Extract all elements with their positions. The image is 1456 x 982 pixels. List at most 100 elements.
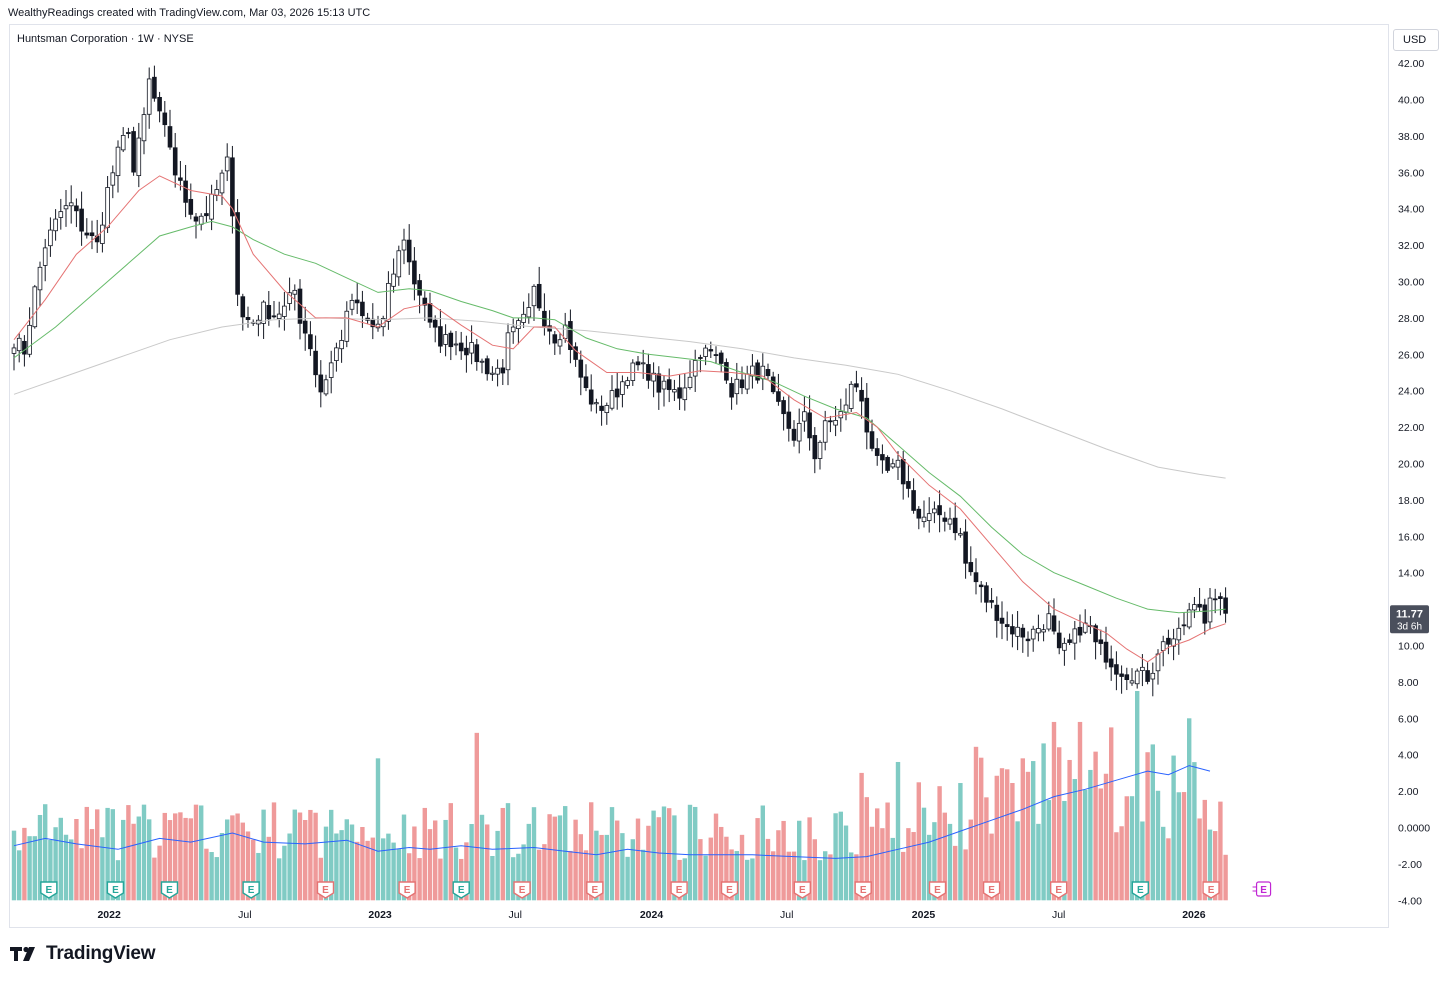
candle-body[interactable] bbox=[146, 78, 152, 115]
candle-body[interactable] bbox=[1207, 597, 1213, 623]
candle-body[interactable] bbox=[1077, 626, 1083, 636]
candle-body[interactable] bbox=[505, 332, 511, 371]
candle-body[interactable] bbox=[765, 369, 771, 377]
candle-body[interactable] bbox=[141, 114, 147, 142]
candle-body[interactable] bbox=[22, 340, 27, 355]
candle-body[interactable] bbox=[89, 232, 95, 237]
candle-body[interactable] bbox=[594, 402, 599, 405]
candle-body[interactable] bbox=[1145, 670, 1150, 682]
candle-body[interactable] bbox=[791, 428, 797, 441]
candle-body[interactable] bbox=[1202, 604, 1208, 624]
candle-body[interactable] bbox=[396, 250, 402, 278]
candle-body[interactable] bbox=[822, 420, 828, 443]
candle-body[interactable] bbox=[573, 346, 578, 360]
candle-body[interactable] bbox=[578, 359, 584, 378]
candle-body[interactable] bbox=[734, 378, 740, 395]
candle-body[interactable] bbox=[864, 397, 870, 433]
candle-body[interactable] bbox=[817, 441, 823, 459]
candle-body[interactable] bbox=[136, 137, 142, 177]
candle-body[interactable] bbox=[105, 187, 110, 228]
candle-body[interactable] bbox=[401, 239, 407, 251]
candle-body[interactable] bbox=[1197, 603, 1202, 608]
candle-body[interactable] bbox=[952, 517, 958, 534]
candle-body[interactable] bbox=[115, 146, 121, 177]
candle-body[interactable] bbox=[1166, 637, 1171, 645]
candle-body[interactable] bbox=[661, 380, 667, 390]
candle-body[interactable] bbox=[620, 381, 625, 395]
candle-body[interactable] bbox=[1098, 639, 1104, 644]
candle-body[interactable] bbox=[167, 126, 173, 148]
candle-body[interactable] bbox=[1036, 628, 1041, 634]
candle-body[interactable] bbox=[308, 334, 313, 350]
candle-body[interactable] bbox=[469, 342, 474, 354]
candle-body[interactable] bbox=[131, 131, 136, 173]
candle-body[interactable] bbox=[245, 317, 251, 320]
earnings-marker[interactable] bbox=[1202, 881, 1220, 899]
candle-body[interactable] bbox=[302, 320, 308, 334]
candle-body[interactable] bbox=[235, 212, 240, 295]
candle-body[interactable] bbox=[464, 347, 469, 356]
candle-body[interactable] bbox=[963, 531, 968, 564]
candle-body[interactable] bbox=[58, 211, 64, 218]
candle-body[interactable] bbox=[209, 193, 214, 220]
candle-body[interactable] bbox=[984, 585, 989, 603]
earnings-marker[interactable] bbox=[513, 881, 531, 899]
candle-body[interactable] bbox=[906, 481, 911, 489]
candle-body[interactable] bbox=[999, 617, 1005, 624]
candle-body[interactable] bbox=[219, 172, 225, 194]
candle-body[interactable] bbox=[74, 205, 79, 212]
candle-body[interactable] bbox=[479, 360, 485, 363]
candle-body[interactable] bbox=[651, 372, 656, 382]
candle-body[interactable] bbox=[193, 216, 199, 222]
candle-body[interactable] bbox=[895, 459, 901, 468]
candle-body[interactable] bbox=[276, 313, 282, 320]
candle-body[interactable] bbox=[1041, 629, 1046, 633]
candle-body[interactable] bbox=[978, 584, 984, 588]
candle-body[interactable] bbox=[859, 389, 864, 402]
candle-body[interactable] bbox=[625, 380, 630, 386]
candle-body[interactable] bbox=[391, 273, 396, 287]
candle-body[interactable] bbox=[729, 383, 734, 398]
candle-body[interactable] bbox=[536, 283, 542, 309]
candle-body[interactable] bbox=[869, 431, 875, 449]
candle-body[interactable] bbox=[874, 448, 880, 456]
candle-body[interactable] bbox=[781, 400, 786, 415]
earnings-marker[interactable] bbox=[982, 881, 1001, 899]
candle-body[interactable] bbox=[282, 305, 287, 317]
candle-body[interactable] bbox=[1114, 664, 1119, 675]
candle-body[interactable] bbox=[354, 299, 360, 304]
last-price-badge[interactable] bbox=[1390, 605, 1429, 634]
candle-body[interactable] bbox=[349, 299, 355, 310]
candle-body[interactable] bbox=[484, 358, 490, 375]
earnings-marker[interactable] bbox=[793, 881, 812, 899]
candle-body[interactable] bbox=[63, 205, 69, 210]
candle-body[interactable] bbox=[1082, 622, 1088, 633]
candle-body[interactable] bbox=[32, 286, 38, 328]
candle-body[interactable] bbox=[1181, 624, 1187, 627]
candle-body[interactable] bbox=[552, 334, 558, 344]
candle-body[interactable] bbox=[224, 156, 230, 172]
candle-body[interactable] bbox=[531, 285, 537, 307]
candle-body[interactable] bbox=[1218, 596, 1223, 600]
candle-body[interactable] bbox=[1020, 627, 1026, 638]
earnings-marker[interactable] bbox=[854, 881, 872, 899]
earnings-marker[interactable] bbox=[316, 881, 335, 899]
candle-body[interactable] bbox=[833, 420, 838, 426]
candle-body[interactable] bbox=[1192, 604, 1197, 611]
candle-body[interactable] bbox=[1072, 628, 1078, 644]
candle-body[interactable] bbox=[677, 387, 682, 399]
candle-body[interactable] bbox=[588, 389, 594, 405]
candle-body[interactable] bbox=[1046, 613, 1052, 630]
candle-body[interactable] bbox=[703, 347, 708, 357]
candle-body[interactable] bbox=[458, 342, 464, 352]
candle-body[interactable] bbox=[1176, 627, 1182, 641]
candle-body[interactable] bbox=[1004, 624, 1010, 628]
candle-body[interactable] bbox=[557, 339, 563, 347]
candle-body[interactable] bbox=[443, 334, 448, 345]
candle-body[interactable] bbox=[682, 387, 688, 401]
candle-body[interactable] bbox=[713, 354, 719, 356]
candle-body[interactable] bbox=[126, 132, 131, 134]
candle-body[interactable] bbox=[1030, 628, 1036, 640]
candle-body[interactable] bbox=[16, 337, 22, 352]
